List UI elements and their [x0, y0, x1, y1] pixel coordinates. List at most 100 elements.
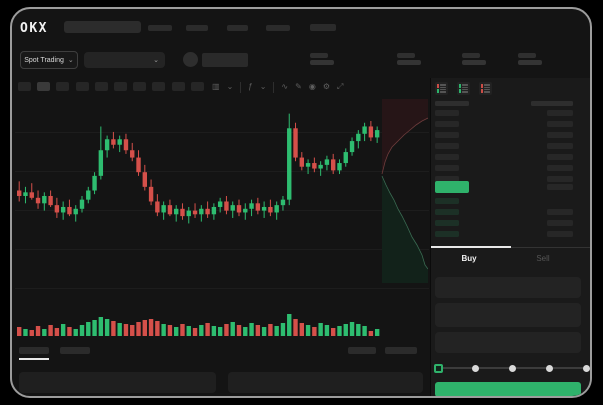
stat-label — [518, 53, 536, 58]
volume-bar — [142, 320, 147, 336]
stat-value — [462, 60, 486, 65]
nav-item[interactable] — [310, 24, 336, 31]
toolbar-divider — [273, 81, 275, 93]
price-input[interactable] — [435, 277, 581, 298]
history-table-placeholder[interactable] — [228, 372, 423, 393]
book-header-amount — [531, 101, 573, 106]
nav-item[interactable] — [186, 25, 208, 31]
slider-stop[interactable] — [545, 365, 553, 372]
ask-price[interactable] — [435, 165, 459, 171]
indicator-icon[interactable]: ƒ — [248, 82, 253, 91]
tab-sell[interactable]: Sell — [536, 254, 550, 263]
tab-buy[interactable]: Buy — [461, 254, 477, 263]
nav-item[interactable] — [227, 25, 248, 31]
book-icon-row — [481, 84, 490, 87]
bottom-toolbar-item[interactable] — [348, 347, 376, 354]
book-icon-row — [437, 84, 446, 87]
book-view-asks-icon[interactable] — [479, 82, 492, 95]
amount-input[interactable] — [435, 303, 581, 327]
interval-button[interactable] — [94, 82, 108, 91]
interval-button[interactable] — [190, 82, 204, 91]
interval-button[interactable] — [133, 82, 147, 91]
slider-stop[interactable] — [471, 365, 479, 372]
volume-bar — [23, 329, 28, 336]
candle-body — [42, 195, 47, 204]
bid-price[interactable] — [435, 220, 459, 226]
candle-body — [224, 201, 229, 211]
nav-item[interactable] — [266, 25, 290, 31]
volume-bar — [368, 331, 374, 336]
last-price-badge[interactable] — [435, 181, 469, 193]
candle-body — [148, 186, 154, 202]
volume-bar — [199, 325, 204, 336]
candle-type-icon[interactable]: ▥ — [212, 82, 220, 91]
ask-amount — [547, 165, 573, 171]
book-icon-line — [462, 84, 468, 86]
bottom-tab[interactable] — [60, 347, 90, 354]
book-icon-dot — [459, 88, 461, 91]
total-input[interactable] — [435, 332, 581, 353]
volume-bar — [337, 326, 342, 336]
stat-value — [397, 60, 421, 65]
candle-body — [29, 192, 34, 198]
interval-button[interactable] — [18, 82, 31, 91]
bid-price[interactable] — [435, 198, 459, 204]
book-icon-row — [459, 86, 468, 89]
ask-amount — [547, 121, 573, 127]
ask-depth-area — [382, 99, 428, 174]
book-icon-dot — [437, 84, 439, 87]
volume-bar — [299, 323, 304, 336]
bid-price[interactable] — [435, 209, 459, 215]
book-view-bids-icon[interactable] — [457, 82, 470, 95]
interval-button[interactable] — [37, 82, 51, 91]
ask-price[interactable] — [435, 176, 459, 182]
bottom-toolbar-item[interactable] — [385, 347, 417, 354]
chevron-down-icon[interactable]: ⌄ — [226, 82, 234, 91]
market-type-dropdown[interactable]: Spot Trading ⌄ — [20, 51, 78, 69]
depth-chart[interactable] — [380, 97, 428, 287]
stat-value — [310, 60, 334, 65]
ask-price[interactable] — [435, 143, 459, 149]
screenshot-icon[interactable]: ◉ — [308, 82, 316, 91]
interval-button[interactable] — [75, 82, 89, 91]
orders-table-placeholder[interactable] — [19, 372, 216, 393]
candlestick-chart[interactable] — [16, 97, 380, 287]
book-icon-row — [481, 86, 490, 89]
book-icon-line — [440, 91, 446, 93]
volume-chart[interactable] — [16, 303, 380, 337]
book-icon-row — [437, 88, 446, 91]
candle-body — [287, 128, 292, 200]
search-input[interactable] — [64, 21, 141, 33]
ask-price[interactable] — [435, 132, 459, 138]
bid-price[interactable] — [435, 231, 459, 237]
pair-action-button[interactable] — [202, 53, 248, 67]
settings-icon[interactable]: ⚙ — [322, 82, 330, 91]
slider-handle[interactable] — [433, 364, 443, 373]
candle-body — [230, 205, 235, 211]
volume-bar — [230, 322, 235, 336]
slider-stop[interactable] — [582, 365, 590, 372]
ask-amount — [547, 110, 573, 116]
candle-body — [268, 206, 273, 213]
draw-tool-icon[interactable]: ✎ — [295, 82, 302, 91]
candle-body — [98, 150, 104, 176]
interval-button[interactable] — [152, 82, 166, 91]
ask-price[interactable] — [435, 110, 459, 116]
book-view-both-icon[interactable] — [435, 82, 448, 95]
interval-button[interactable] — [171, 82, 185, 91]
book-icon-line — [484, 88, 490, 91]
slider-stop[interactable] — [508, 365, 516, 372]
interval-button[interactable] — [56, 82, 70, 91]
stat-label — [310, 53, 328, 58]
chevron-down-icon[interactable]: ⌄ — [259, 82, 267, 91]
interval-button[interactable] — [113, 82, 127, 91]
ask-price[interactable] — [435, 154, 459, 160]
pair-dropdown[interactable]: ⌄ — [84, 52, 165, 68]
ask-price[interactable] — [435, 121, 459, 127]
bottom-tab[interactable] — [19, 347, 49, 354]
book-icon-row — [481, 88, 490, 91]
nav-item[interactable] — [148, 25, 172, 31]
line-tool-icon[interactable]: ∿ — [281, 82, 289, 91]
buy-submit-button[interactable] — [435, 382, 581, 396]
fullscreen-icon[interactable]: ⤢ — [336, 82, 344, 91]
